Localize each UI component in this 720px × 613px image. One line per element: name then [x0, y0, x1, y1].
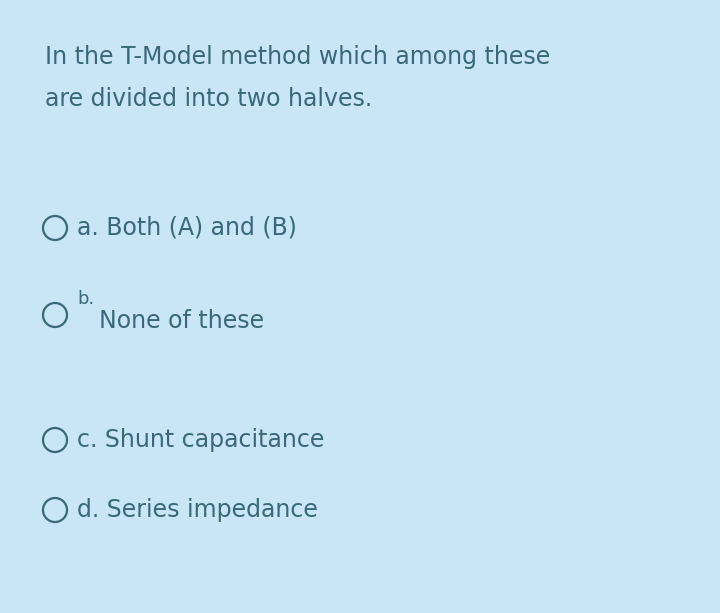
Text: d. Series impedance: d. Series impedance: [77, 498, 318, 522]
Text: In the T-Model method which among these: In the T-Model method which among these: [45, 45, 550, 69]
Text: b.: b.: [77, 290, 94, 308]
Text: a. Both (A) and (B): a. Both (A) and (B): [77, 216, 297, 240]
Text: None of these: None of these: [99, 309, 264, 333]
Text: are divided into two halves.: are divided into two halves.: [45, 87, 372, 111]
Text: c. Shunt capacitance: c. Shunt capacitance: [77, 428, 325, 452]
